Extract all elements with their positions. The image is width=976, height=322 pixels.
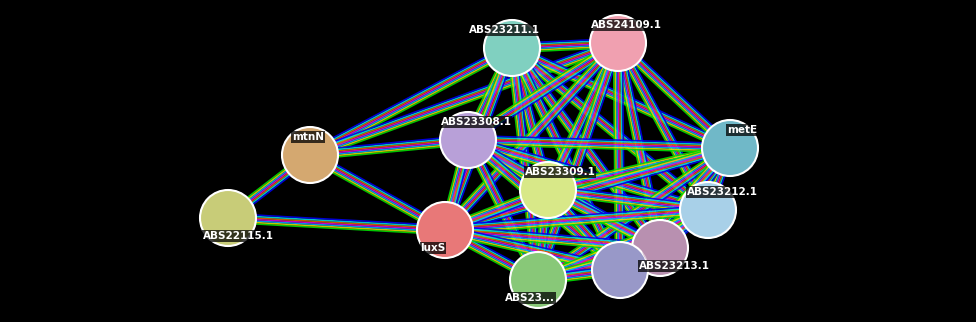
Circle shape (440, 112, 496, 168)
Text: ABS23211.1: ABS23211.1 (468, 25, 540, 35)
Circle shape (530, 172, 566, 208)
Text: ABS22115.1: ABS22115.1 (202, 231, 273, 241)
Text: mtnN: mtnN (292, 132, 324, 142)
Circle shape (712, 130, 749, 166)
Circle shape (427, 212, 464, 248)
Circle shape (417, 202, 473, 258)
Circle shape (210, 200, 246, 236)
Circle shape (494, 30, 530, 66)
Circle shape (520, 262, 556, 298)
Circle shape (632, 220, 688, 276)
Circle shape (292, 137, 328, 173)
Text: ABS24109.1: ABS24109.1 (590, 20, 662, 30)
Circle shape (200, 190, 256, 246)
Text: metE: metE (727, 125, 757, 135)
Circle shape (592, 242, 648, 298)
Circle shape (484, 20, 540, 76)
Circle shape (690, 192, 726, 228)
Circle shape (282, 127, 338, 183)
Circle shape (600, 25, 636, 61)
Circle shape (590, 15, 646, 71)
Text: ABS23213.1: ABS23213.1 (638, 261, 710, 271)
Text: luxS: luxS (421, 243, 446, 253)
Text: ABS23212.1: ABS23212.1 (686, 187, 757, 197)
Circle shape (520, 162, 576, 218)
Circle shape (450, 122, 486, 158)
Circle shape (642, 230, 678, 266)
Circle shape (702, 120, 758, 176)
Circle shape (602, 252, 638, 288)
Circle shape (510, 252, 566, 308)
Text: ABS23308.1: ABS23308.1 (440, 117, 511, 127)
Circle shape (680, 182, 736, 238)
Text: ABS23309.1: ABS23309.1 (524, 167, 595, 177)
Text: ABS23...: ABS23... (505, 293, 555, 303)
